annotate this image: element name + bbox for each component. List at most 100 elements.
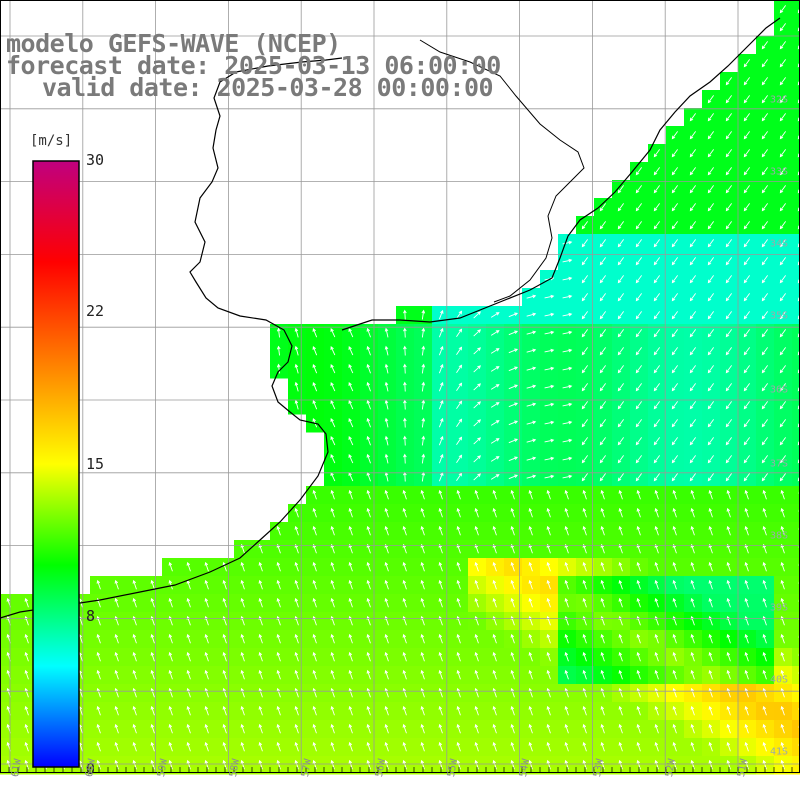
wind-arrow <box>672 669 677 680</box>
wind-arrow <box>526 348 537 353</box>
wind-arrow <box>726 597 731 608</box>
wind-arrow <box>384 417 389 428</box>
wind-arrow <box>150 669 155 680</box>
wind-arrow <box>366 705 371 716</box>
wind-arrow <box>348 507 353 518</box>
wind-arrow <box>600 741 605 752</box>
wind-arrow <box>671 275 679 284</box>
wind-arrow <box>761 167 769 176</box>
wind-arrow <box>708 579 713 590</box>
wind-arrow <box>492 705 497 716</box>
wind-arrow <box>186 597 191 608</box>
wind-arrow <box>490 366 500 372</box>
wind-arrow <box>348 597 353 608</box>
wind-arrow <box>653 257 661 266</box>
colorbar-tick-30: 30 <box>86 151 105 169</box>
wind-arrow <box>708 651 713 662</box>
wind-arrow <box>456 723 461 734</box>
wind-arrow <box>348 669 353 680</box>
wind-arrow <box>600 687 605 698</box>
wind-arrow <box>294 633 299 644</box>
wind-arrow <box>672 723 677 734</box>
wind-arrow <box>707 383 715 392</box>
wind-arrow <box>635 473 643 482</box>
wind-arrow <box>240 579 245 590</box>
wind-arrow <box>24 687 29 698</box>
wind-arrow <box>653 203 661 212</box>
wind-arrow <box>653 419 661 428</box>
wind-arrow <box>671 185 679 194</box>
wind-arrow <box>528 669 533 680</box>
wind-arrow <box>474 597 479 608</box>
wind-arrow <box>617 473 625 482</box>
wind-arrow <box>490 330 500 336</box>
wind-arrow <box>312 723 317 734</box>
wind-arrow <box>348 759 353 770</box>
wind-arrow <box>636 651 641 662</box>
wind-arrow <box>294 579 299 590</box>
wind-arrow <box>312 705 317 716</box>
wind-arrow <box>743 293 751 302</box>
wind-arrow <box>348 346 354 356</box>
colorbar-unit: [m/s] <box>30 133 73 149</box>
wind-arrow <box>438 597 443 608</box>
wind-arrow <box>689 167 697 176</box>
wind-arrow <box>276 741 281 752</box>
wind-cell <box>792 90 800 109</box>
wind-arrow <box>294 741 299 752</box>
wind-arrow <box>258 687 263 698</box>
wind-arrow <box>384 435 389 446</box>
wind-arrow <box>562 456 573 461</box>
wind-arrow <box>24 741 29 752</box>
wind-arrow <box>204 705 209 716</box>
wind-arrow <box>510 579 515 590</box>
wind-arrow <box>438 579 443 590</box>
wind-arrow <box>725 473 733 482</box>
wind-arrow <box>707 401 715 410</box>
wind-arrow <box>384 759 389 770</box>
wind-arrow <box>204 687 209 698</box>
wind-arrow <box>348 328 354 338</box>
wind-arrow <box>779 113 787 122</box>
wind-arrow <box>653 293 661 302</box>
wind-arrow <box>690 489 695 500</box>
wind-arrow <box>366 597 371 608</box>
wind-arrow <box>490 402 500 408</box>
wind-arrow <box>421 399 426 410</box>
wind-arrow <box>780 489 785 500</box>
wind-arrow <box>456 346 463 355</box>
wind-arrow <box>617 293 625 302</box>
wind-arrow <box>490 384 500 390</box>
wind-arrow <box>780 561 785 572</box>
wind-cell <box>792 198 800 217</box>
wind-arrow <box>617 275 625 284</box>
wind-arrow <box>114 705 119 716</box>
wind-arrow <box>761 329 769 338</box>
colorbar <box>32 160 80 768</box>
wind-arrow <box>654 525 659 536</box>
wind-arrow <box>490 438 500 444</box>
wind-arrow <box>635 383 643 392</box>
wind-arrow <box>490 456 500 462</box>
model-title: modelo GEFS-WAVE (NCEP) <box>6 29 341 58</box>
wind-arrow <box>438 669 443 680</box>
wind-arrow <box>653 473 661 482</box>
wind-arrow <box>743 203 751 212</box>
wind-cell <box>792 126 800 145</box>
wind-arrow <box>653 365 661 374</box>
wind-arrow <box>761 419 769 428</box>
wind-arrow <box>671 257 679 266</box>
wind-arrow <box>654 489 659 500</box>
wind-arrow <box>743 473 751 482</box>
wind-arrow <box>384 651 389 662</box>
wind-arrow <box>635 437 643 446</box>
wind-arrow <box>654 597 659 608</box>
wind-arrow <box>761 131 769 140</box>
wind-arrow <box>330 597 335 608</box>
wind-arrow <box>456 705 461 716</box>
wind-arrow <box>707 419 715 428</box>
wind-arrow <box>276 363 281 374</box>
wind-arrow <box>492 759 497 770</box>
wind-arrow <box>168 741 173 752</box>
